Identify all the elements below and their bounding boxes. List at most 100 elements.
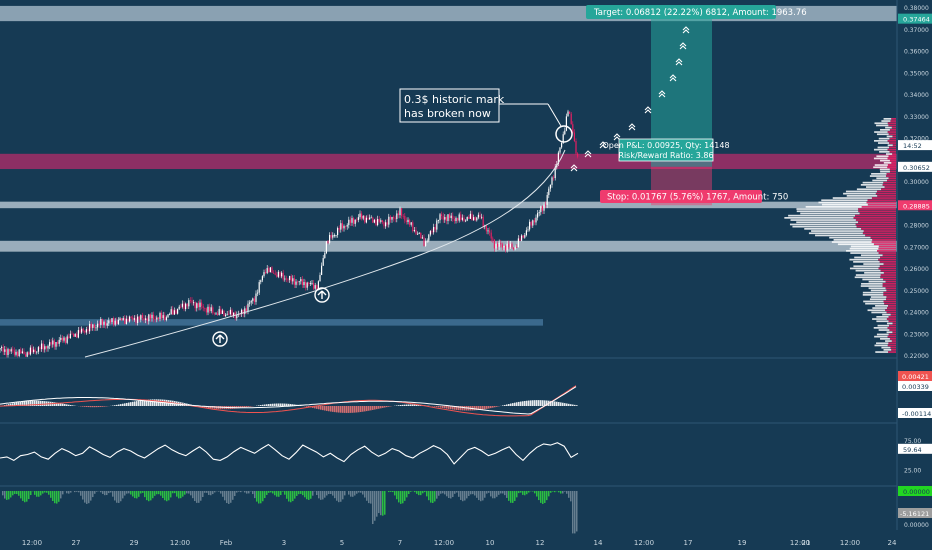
volume-profile-bar [883,162,892,164]
candle-body [340,223,342,230]
trend-line[interactable] [84,149,566,358]
volume-osc-bar [394,491,396,496]
volume-profile-bar [850,245,879,248]
volume-osc-bar [492,491,494,499]
macd-histogram-bar [68,404,70,406]
candle-body [570,113,572,125]
macd-histogram-bar [26,401,28,406]
candle-body [420,232,422,239]
time-tick-label: 12 [536,539,545,547]
macd-histogram-bar [242,406,244,408]
candle-body [353,218,355,224]
candle-body [138,316,140,320]
candle-body [290,276,292,282]
macd-histogram-bar [326,406,328,411]
candle-body [169,314,171,316]
volume-profile-bar [880,256,896,259]
candle-body [338,228,340,230]
volume-profile-bar [855,269,881,272]
volume-osc-bar [22,491,24,501]
candle-body [410,222,412,225]
candle-body [476,217,478,221]
volume-osc-bar [62,491,64,495]
candle-body [562,134,564,143]
volume-osc-bar [388,491,390,493]
macd-histogram-bar [246,406,248,408]
macd-histogram-bar [382,406,384,408]
volume-osc-bar [94,491,96,494]
annotation-callout[interactable]: 0.3$ historic mark has broken now [399,88,573,143]
volume-profile-bar [889,129,896,131]
volume-profile-bar [885,309,896,312]
candle-body [348,219,350,226]
volume-osc-bar [562,491,564,494]
macd-histogram-bar [494,406,496,408]
annotation-leader [547,103,562,127]
volume-osc-bar [2,491,4,496]
macd-histogram-bar [374,406,376,410]
volume-profile-bar [846,250,878,252]
candle-body [52,340,54,345]
volume-profile-bar [886,135,893,138]
volume-osc-bar [218,491,220,492]
macd-histogram-bar [412,404,414,406]
candle-body [13,350,15,355]
candle-body [431,231,433,233]
volume-profile-bar [804,228,862,230]
candle-body [47,345,49,349]
volume-osc-bar [390,491,392,492]
volume-profile-bar [881,346,891,349]
volume-osc-bar [372,491,374,525]
macd-histogram-bar [70,405,72,406]
macd-histogram-bar [368,406,370,411]
volume-profile-bar [889,142,896,144]
candle-body [477,214,479,218]
volume-osc-bar [432,491,434,504]
candle-body [391,216,393,220]
candle-body [559,147,561,153]
macd-histogram-bar [56,402,58,406]
candle-body [69,333,71,339]
volume-osc-bar [174,491,176,494]
pnl-label-line-2: Risk/Reward Ratio: 3.86 [618,151,713,160]
time-tick-label: 27 [72,539,81,547]
candle-body [172,309,174,315]
price-axis[interactable]: 0.38000 0.37000 0.36000 0.35000 0.34000 0.330… [898,5,932,360]
volume-osc-bar [152,491,154,499]
macd-histogram-bar [122,403,124,406]
volume-profile-bar [884,302,896,305]
volume-profile-bar [878,142,890,144]
candle-body [537,213,539,218]
volume-osc-bar [310,491,312,499]
volume-profile-bar [889,146,896,149]
volume-profile-bar [878,247,896,250]
candle-body [569,111,571,114]
volume-profile-bar [879,168,890,171]
volume-osc-bar [164,491,166,501]
volume-profile-bar [880,159,890,162]
long-position-tool[interactable] [651,18,712,206]
candle-body [249,302,251,304]
macd-histogram-bar [130,402,132,406]
macd-histogram-bar [358,406,360,413]
macd-histogram-bar [10,403,12,406]
volume-profile-bar [796,208,859,210]
candle-body [101,318,103,325]
macd-histogram-bar [354,406,356,413]
macd-histogram-bar [520,401,522,406]
candle-body [314,285,316,289]
candle-body [573,132,575,142]
macd-histogram-bar [16,402,18,406]
volume-osc-bar [288,491,290,502]
candle-body [85,329,87,333]
time-axis[interactable]: 12:00 27 29 12:00 Feb 3 5 7 12:00 10 12 14 12:00 17 19… [22,539,897,547]
candle-body [397,213,399,216]
volume-profile-bar [869,175,887,177]
volume-profile-bar [873,243,896,246]
candle-body [173,310,175,315]
volume-profile-bar [876,316,889,318]
macd-histogram-bar [364,406,366,412]
macd-histogram-bar [378,406,380,409]
candle-body [439,214,441,221]
candle-body [452,215,454,220]
